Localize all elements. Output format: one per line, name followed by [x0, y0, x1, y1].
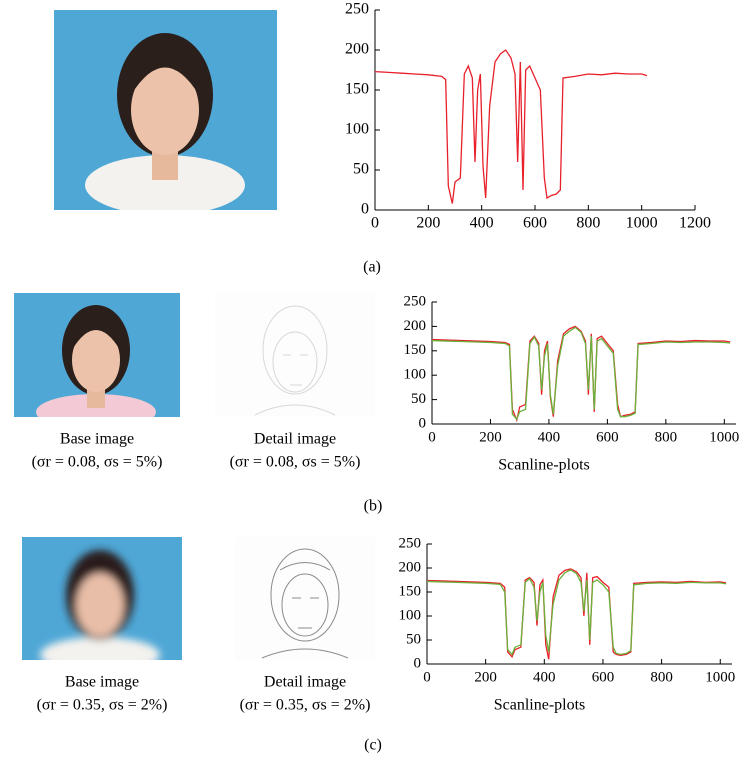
- x-tick-label: 400: [538, 429, 561, 445]
- y-tick-label: 150: [404, 342, 427, 358]
- series-line: [375, 50, 647, 204]
- image-caption: Base image: [60, 431, 134, 448]
- y-tick-label: 200: [345, 41, 369, 58]
- x-tick-label: 0: [428, 429, 436, 445]
- y-tick-label: 50: [411, 391, 426, 407]
- x-tick-label: 400: [470, 215, 494, 232]
- base-image: [14, 293, 180, 430]
- x-axis-label: Scanline-plots: [498, 457, 590, 474]
- x-tick-label: 600: [596, 429, 619, 445]
- figure: (a) Base image (σr = 0.08, σs = 5%) Deta…: [0, 0, 746, 761]
- image-params: (σr = 0.35, σs = 2%): [240, 697, 371, 714]
- image-caption: Detail image: [264, 674, 346, 691]
- detail-image: [235, 537, 375, 660]
- x-tick-label: 1000: [626, 215, 658, 232]
- series-line: [427, 570, 726, 654]
- x-tick-label: 1000: [705, 669, 735, 685]
- detail-image: [215, 293, 375, 417]
- x-tick-label: 0: [371, 215, 379, 232]
- y-tick-label: 100: [404, 367, 427, 383]
- y-tick-label: 150: [399, 583, 422, 599]
- y-tick-label: 200: [404, 318, 427, 334]
- x-tick-label: 800: [655, 429, 678, 445]
- x-tick-label: 200: [474, 669, 497, 685]
- y-tick-label: 0: [361, 201, 369, 218]
- y-tick-label: 50: [406, 631, 421, 647]
- x-tick-label: 1000: [709, 429, 739, 445]
- x-tick-label: 200: [479, 429, 502, 445]
- y-tick-label: 100: [399, 607, 422, 623]
- y-tick-label: 200: [399, 559, 422, 575]
- y-tick-label: 150: [345, 81, 369, 98]
- x-tick-label: 600: [523, 215, 547, 232]
- x-tick-label: 400: [533, 669, 556, 685]
- y-tick-label: 100: [345, 121, 369, 138]
- base-image: [22, 537, 182, 673]
- image-params: (σr = 0.08, σs = 5%): [230, 454, 361, 471]
- y-tick-label: 250: [404, 293, 427, 309]
- image-caption: Base image: [65, 674, 139, 691]
- image-params: (σr = 0.35, σs = 2%): [37, 697, 168, 714]
- x-tick-label: 600: [592, 669, 615, 685]
- photo: [54, 10, 277, 215]
- x-tick-label: 1200: [679, 215, 711, 232]
- panel-label: (b): [364, 498, 383, 515]
- x-tick-label: 800: [650, 669, 673, 685]
- panel-label: (c): [364, 737, 382, 754]
- x-tick-label: 200: [416, 215, 440, 232]
- x-tick-label: 800: [576, 215, 600, 232]
- y-tick-label: 250: [399, 535, 422, 551]
- image-caption: Detail image: [254, 431, 336, 448]
- y-tick-label: 0: [414, 655, 422, 671]
- y-tick-label: 250: [345, 1, 369, 18]
- series-line: [432, 326, 730, 420]
- panel-label: (a): [363, 259, 381, 276]
- image-params: (σr = 0.08, σs = 5%): [32, 454, 163, 471]
- x-tick-label: 0: [423, 669, 431, 685]
- y-tick-label: 0: [419, 415, 427, 431]
- x-axis-label: Scanline-plots: [494, 697, 586, 714]
- y-tick-label: 50: [353, 161, 369, 178]
